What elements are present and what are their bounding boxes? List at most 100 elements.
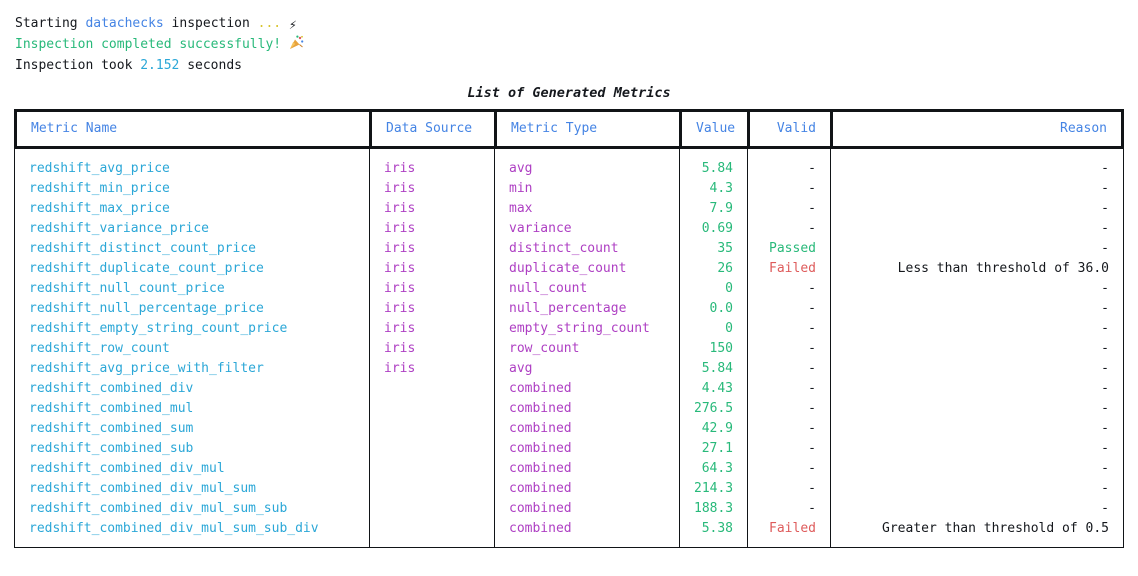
cell-valid: Failed bbox=[769, 261, 816, 276]
cell-metric-name: redshift_avg_price bbox=[29, 161, 170, 176]
cell-value: 42.9 bbox=[701, 421, 733, 436]
cell-value: 0.69 bbox=[701, 221, 733, 236]
cell-metric-name: redshift_combined_sum bbox=[29, 421, 194, 436]
cell-metric-name: redshift_combined_sub bbox=[29, 441, 194, 456]
cell-metric-type: combined bbox=[509, 441, 572, 456]
cell-reason: - bbox=[1101, 341, 1109, 356]
cell-metric-type: min bbox=[509, 181, 533, 196]
cell-reason: - bbox=[1101, 321, 1109, 336]
table-column-data-source: iris iris iris iris iris iris iris iris iris iris… bbox=[370, 149, 495, 547]
cell-value: 4.3 bbox=[709, 181, 733, 196]
cell-data-source: iris bbox=[384, 261, 416, 276]
cell-reason: - bbox=[1101, 501, 1109, 516]
table-column-metric-type: avg min max variance distinct_count duplicate… bbox=[495, 149, 680, 547]
cell-valid: - bbox=[808, 161, 816, 176]
cell-metric-name: redshift_combined_mul bbox=[29, 401, 194, 416]
cell-valid: - bbox=[808, 281, 816, 296]
cell-metric-name: redshift_null_count_price bbox=[29, 281, 225, 296]
metrics-table: Metric Name Data Source Metric Type Valu… bbox=[14, 109, 1124, 548]
cell-metric-name: redshift_combined_div_mul_sum_sub_div bbox=[29, 521, 319, 536]
table-column-value: 5.84 4.3 7.9 0.69 35 26 0 0.0 0 150 5.84 4.43 276.5 4… bbox=[680, 149, 748, 547]
duration-value: 2.152 bbox=[140, 58, 180, 73]
cell-metric-type: null_percentage bbox=[509, 301, 627, 316]
cell-valid: - bbox=[808, 321, 816, 336]
took-label: Inspection took bbox=[15, 58, 141, 73]
cell-metric-name: redshift_combined_div_mul_sum bbox=[29, 481, 256, 496]
terminal-line-starting: Starting datachecks inspection ... ⚡ bbox=[15, 13, 1138, 34]
cell-data-source: iris bbox=[384, 281, 416, 296]
cell-valid: Failed bbox=[769, 521, 816, 536]
cell-reason: Greater than threshold of 0.5 bbox=[882, 521, 1109, 536]
cell-metric-type: duplicate_count bbox=[509, 261, 627, 276]
cell-valid: - bbox=[808, 361, 816, 376]
cell-data-source bbox=[370, 479, 494, 499]
cell-value: 7.9 bbox=[709, 201, 733, 216]
cell-valid: - bbox=[808, 201, 816, 216]
cell-data-source bbox=[370, 419, 494, 439]
ellipsis-dots: ... bbox=[257, 16, 282, 31]
cell-reason: - bbox=[1101, 301, 1109, 316]
cell-metric-name: redshift_distinct_count_price bbox=[29, 241, 256, 256]
cell-data-source: iris bbox=[384, 321, 416, 336]
cell-metric-type: combined bbox=[509, 401, 572, 416]
cell-data-source: iris bbox=[384, 341, 416, 356]
seconds-label: seconds bbox=[179, 58, 242, 73]
cell-valid: - bbox=[808, 221, 816, 236]
terminal-line-success: Inspection completed successfully! bbox=[15, 34, 1138, 55]
cell-value: 27.1 bbox=[701, 441, 733, 456]
cell-value: 0 bbox=[725, 281, 733, 296]
cell-metric-type: combined bbox=[509, 381, 572, 396]
cell-reason: - bbox=[1101, 441, 1109, 456]
cell-valid: - bbox=[808, 481, 816, 496]
cell-metric-name: redshift_row_count bbox=[29, 341, 170, 356]
column-header-value: Value bbox=[682, 112, 750, 146]
lightning-bolt-icon: ⚡ bbox=[288, 18, 297, 33]
cell-valid: - bbox=[808, 441, 816, 456]
cell-metric-name: redshift_duplicate_count_price bbox=[29, 261, 264, 276]
cell-reason: - bbox=[1101, 401, 1109, 416]
cell-value: 150 bbox=[709, 341, 733, 356]
cell-metric-type: combined bbox=[509, 481, 572, 496]
cell-valid: Passed bbox=[769, 241, 816, 256]
column-header-reason: Reason bbox=[1060, 121, 1107, 136]
cell-metric-name: redshift_combined_div_mul bbox=[29, 461, 225, 476]
cell-data-source bbox=[370, 399, 494, 419]
cell-reason: - bbox=[1101, 161, 1109, 176]
cell-data-source bbox=[370, 459, 494, 479]
cell-metric-type: combined bbox=[509, 461, 572, 476]
column-header-data-source: Data Source bbox=[372, 112, 497, 146]
cell-data-source bbox=[370, 439, 494, 459]
cell-valid: - bbox=[808, 421, 816, 436]
cell-value: 0.0 bbox=[709, 301, 733, 316]
terminal-line-duration: Inspection took 2.152 seconds bbox=[15, 55, 1138, 76]
cell-valid: - bbox=[808, 381, 816, 396]
column-header-metric-name: Metric Name bbox=[17, 112, 372, 146]
cell-reason: - bbox=[1101, 281, 1109, 296]
cell-metric-name: redshift_combined_div bbox=[29, 381, 194, 396]
cell-value: 0 bbox=[725, 321, 733, 336]
cell-reason: - bbox=[1101, 361, 1109, 376]
cell-reason: - bbox=[1101, 241, 1109, 256]
cell-data-source: iris bbox=[384, 161, 416, 176]
cell-data-source bbox=[370, 499, 494, 519]
cell-metric-name: redshift_min_price bbox=[29, 181, 170, 196]
cell-reason: Less than threshold of 36.0 bbox=[897, 261, 1109, 276]
cell-value: 4.43 bbox=[701, 381, 733, 396]
cell-metric-type: avg bbox=[509, 161, 533, 176]
inspection-label: inspection bbox=[163, 16, 258, 31]
cell-value: 214.3 bbox=[694, 481, 734, 496]
cell-metric-name: redshift_empty_string_count_price bbox=[29, 321, 288, 336]
column-header-valid: Valid bbox=[750, 112, 833, 146]
cell-reason: - bbox=[1101, 381, 1109, 396]
cell-metric-type: avg bbox=[509, 361, 533, 376]
cell-valid: - bbox=[808, 341, 816, 356]
cell-metric-type: distinct_count bbox=[509, 241, 619, 256]
cell-valid: - bbox=[808, 181, 816, 196]
cell-valid: - bbox=[808, 401, 816, 416]
app-name: datachecks bbox=[85, 16, 164, 31]
cell-data-source bbox=[370, 519, 494, 539]
cell-data-source: iris bbox=[384, 241, 416, 256]
cell-data-source: iris bbox=[384, 201, 416, 216]
